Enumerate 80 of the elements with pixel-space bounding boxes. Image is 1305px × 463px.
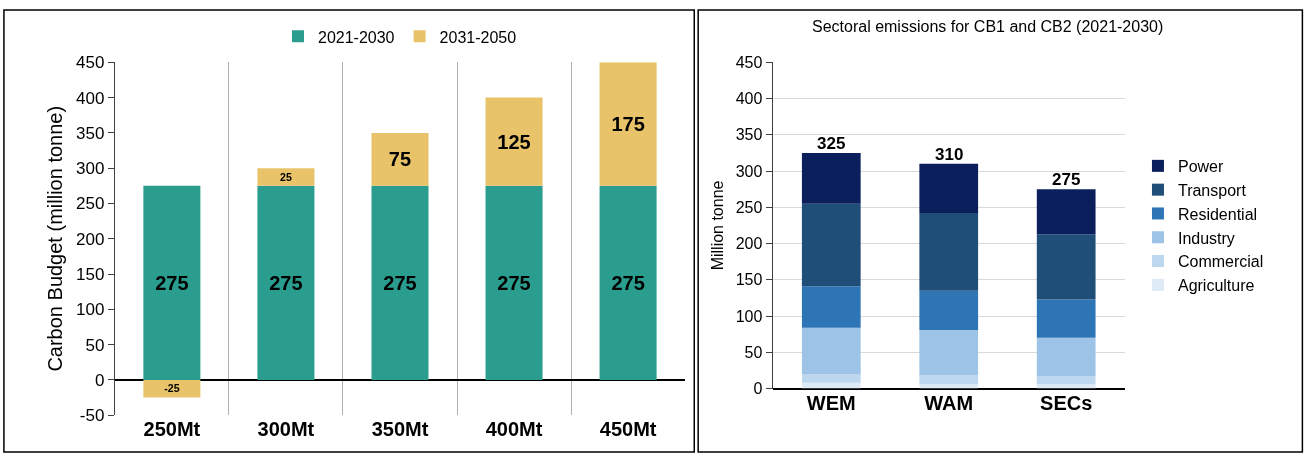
data-label: 275 xyxy=(611,271,645,294)
data-label: 275 xyxy=(269,271,303,294)
legend-label: Residential xyxy=(1177,205,1258,223)
chart-title: Sectoral emissions for CB1 and CB2 (2021-2030) xyxy=(812,18,1164,35)
data-label: 175 xyxy=(611,113,645,136)
bar xyxy=(143,185,201,380)
bar xyxy=(919,375,979,385)
legend-label: Transport xyxy=(1177,181,1247,199)
total-label: 310 xyxy=(935,145,964,164)
bar xyxy=(1036,299,1096,338)
y-tick-label: 50 xyxy=(85,335,105,355)
data-label: 275 xyxy=(383,271,417,294)
y-tick-label: 450 xyxy=(735,53,763,71)
total-label: 275 xyxy=(1052,170,1081,189)
y-tick-label: 300 xyxy=(76,159,105,179)
y-tick-label: 150 xyxy=(76,265,105,285)
data-label: 25 xyxy=(280,170,292,183)
y-tick-label: 250 xyxy=(735,198,763,216)
bar xyxy=(1036,376,1096,385)
y-axis-title: Carbon Budget (million tonne) xyxy=(43,105,66,372)
y-tick-label: 200 xyxy=(76,229,105,249)
bar xyxy=(919,163,979,214)
bar xyxy=(801,327,861,375)
bar xyxy=(371,185,429,380)
y-tick-label: 150 xyxy=(735,271,763,289)
y-axis-title: Million tonne xyxy=(708,180,726,271)
data-label: 275 xyxy=(155,271,189,294)
bar xyxy=(1036,337,1096,377)
legend-label: Power xyxy=(1177,158,1224,176)
y-tick-label: 400 xyxy=(735,90,763,108)
bar xyxy=(801,286,861,328)
x-tick-label: 400Mt xyxy=(485,418,543,441)
data-label: -25 xyxy=(164,382,180,395)
x-tick-label: 350Mt xyxy=(371,418,429,441)
y-tick-label: 350 xyxy=(735,126,763,144)
y-tick-label: 250 xyxy=(76,194,105,214)
bar xyxy=(485,97,543,186)
data-label: 275 xyxy=(497,271,531,294)
x-tick-label: 300Mt xyxy=(257,418,315,441)
y-tick-label: 300 xyxy=(735,162,763,180)
x-tick-label: WEM xyxy=(806,391,856,414)
y-tick-label: 0 xyxy=(94,370,105,390)
bar xyxy=(919,290,979,330)
bar xyxy=(801,152,861,204)
bar xyxy=(371,132,429,186)
y-tick-label: 400 xyxy=(76,88,105,108)
bar xyxy=(257,185,315,380)
x-tick-label: 450Mt xyxy=(599,418,657,441)
bar xyxy=(599,62,657,186)
bar xyxy=(485,185,543,380)
bar xyxy=(919,329,979,376)
legend-label: Agriculture xyxy=(1177,277,1255,295)
bar xyxy=(801,374,861,383)
x-tick-label: 250Mt xyxy=(143,418,201,441)
y-tick-label: 100 xyxy=(735,307,763,325)
legend-label: Commercial xyxy=(1177,253,1264,271)
y-tick-label: -50 xyxy=(79,406,105,426)
y-tick-label: 350 xyxy=(76,123,105,143)
data-label: 125 xyxy=(497,130,531,153)
y-tick-label: 0 xyxy=(753,380,763,398)
y-tick-label: 450 xyxy=(76,53,105,73)
y-tick-label: 50 xyxy=(744,343,763,361)
bar xyxy=(919,384,979,389)
data-label: 75 xyxy=(388,148,412,171)
bar xyxy=(919,213,979,291)
bar xyxy=(1036,234,1096,300)
legend-label: 2031-2050 xyxy=(439,28,517,46)
bar xyxy=(599,185,657,380)
x-tick-label: WAM xyxy=(924,391,974,414)
total-label: 325 xyxy=(817,134,846,153)
bar xyxy=(257,168,315,186)
x-tick-label: SECs xyxy=(1040,391,1093,414)
legend-label: 2021-2030 xyxy=(317,28,395,46)
legend-label: Industry xyxy=(1177,229,1235,247)
bar xyxy=(143,379,201,398)
bar xyxy=(1036,189,1096,235)
bar xyxy=(1036,384,1096,389)
bar xyxy=(801,203,861,287)
y-tick-label: 100 xyxy=(76,300,105,320)
y-tick-label: 200 xyxy=(735,235,763,253)
